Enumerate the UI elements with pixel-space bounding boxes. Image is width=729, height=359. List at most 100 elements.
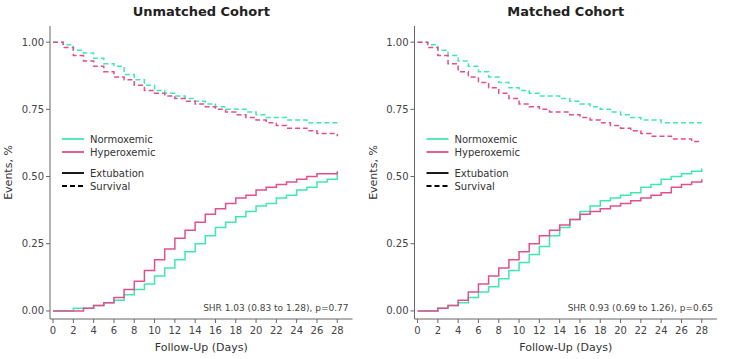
panel: Unmatched Cohort024681012141618202224262…	[2, 4, 353, 354]
y-tick	[46, 243, 50, 244]
x-tick-label: 10	[148, 325, 161, 336]
y-tick	[46, 176, 50, 177]
legend-label: Normoxemic	[455, 134, 518, 145]
y-tick	[411, 243, 415, 244]
legend-swatch	[427, 151, 449, 153]
step-line	[418, 168, 702, 310]
title: Unmatched Cohort	[133, 4, 270, 19]
y-tick-label: 0.50	[22, 171, 44, 182]
y-tick-label: 0.50	[386, 171, 408, 182]
y-axis-line	[50, 26, 51, 319]
x-tick-label: 26	[311, 325, 324, 336]
step-line	[53, 42, 337, 136]
x-tick	[134, 319, 135, 323]
x-tick	[701, 319, 702, 323]
x-tick	[620, 319, 621, 323]
x-tick	[296, 319, 297, 323]
legend-label: Survival	[455, 181, 495, 192]
x-axis-label: Follow-Up (Days)	[519, 341, 612, 354]
y-tick	[411, 176, 415, 177]
x-tick	[559, 319, 560, 323]
y-axis-label: Events, %	[367, 145, 380, 200]
x-tick-label: 16	[209, 325, 222, 336]
x-tick	[498, 319, 499, 323]
x-tick	[154, 319, 155, 323]
x-tick	[53, 319, 54, 323]
x-tick	[600, 319, 601, 323]
x-tick-label: 14	[553, 325, 566, 336]
x-tick-label: 8	[131, 325, 137, 336]
x-tick	[417, 319, 418, 323]
x-tick-label: 28	[331, 325, 344, 336]
x-tick-label: 8	[496, 325, 502, 336]
x-tick	[256, 319, 257, 323]
step-line	[418, 179, 702, 311]
legend: NormoxemicHyperoxemicExtubationSurvival	[62, 134, 155, 192]
annotation: SHR 0.93 (0.69 to 1.26), p=0.65	[568, 303, 713, 313]
chart-root: Unmatched Cohort024681012141618202224262…	[0, 0, 729, 359]
legend-swatch	[427, 185, 449, 187]
legend-label: Survival	[90, 181, 130, 192]
x-tick	[93, 319, 94, 323]
plot-area	[53, 42, 337, 311]
x-tick	[235, 319, 236, 323]
y-tick-label: 0.25	[22, 238, 44, 249]
legend-label: Extubation	[90, 168, 144, 179]
x-tick-label: 2	[70, 325, 76, 336]
x-tick	[579, 319, 580, 323]
x-tick-label: 4	[90, 325, 96, 336]
x-tick-label: 0	[414, 325, 420, 336]
y-tick	[46, 42, 50, 43]
legend-swatch	[62, 185, 84, 187]
x-tick	[640, 319, 641, 323]
y-tick-label: 1.00	[386, 37, 408, 48]
x-tick-label: 18	[229, 325, 242, 336]
x-tick	[539, 319, 540, 323]
x-tick-label: 24	[290, 325, 303, 336]
x-tick-label: 14	[189, 325, 202, 336]
x-tick	[519, 319, 520, 323]
x-tick	[337, 319, 338, 323]
step-line	[53, 42, 337, 123]
x-tick-label: 16	[574, 325, 587, 336]
x-tick-label: 12	[168, 325, 181, 336]
background	[0, 0, 729, 359]
step-line	[418, 42, 702, 141]
legend-swatch	[62, 172, 84, 174]
x-tick	[276, 319, 277, 323]
x-tick	[195, 319, 196, 323]
step-line	[53, 171, 337, 311]
x-tick-label: 24	[655, 325, 668, 336]
legend: NormoxemicHyperoxemicExtubationSurvival	[427, 134, 520, 192]
step-line	[418, 42, 702, 123]
x-tick-label: 2	[435, 325, 441, 336]
y-tick	[46, 310, 50, 311]
x-axis-line	[50, 319, 353, 320]
annotation: SHR 1.03 (0.83 to 1.28), p=0.77	[203, 303, 348, 313]
legend-swatch	[427, 172, 449, 174]
x-axis-label: Follow-Up (Days)	[155, 341, 248, 354]
step-line	[53, 174, 337, 311]
x-tick-label: 6	[475, 325, 481, 336]
x-tick-label: 12	[533, 325, 546, 336]
x-tick-label: 26	[675, 325, 688, 336]
legend-swatch	[62, 151, 84, 153]
x-axis-line	[415, 319, 718, 320]
legend-label: Normoxemic	[90, 134, 153, 145]
plot-area	[418, 42, 702, 311]
y-axis-line	[414, 26, 415, 319]
x-tick-label: 4	[455, 325, 461, 336]
x-tick	[215, 319, 216, 323]
x-tick-label: 22	[635, 325, 648, 336]
x-tick-label: 6	[111, 325, 117, 336]
x-tick	[661, 319, 662, 323]
panel: Matched Cohort02468101214161820222426280…	[367, 4, 718, 354]
y-tick-label: 0.75	[22, 104, 44, 115]
x-tick	[316, 319, 317, 323]
y-tick	[411, 310, 415, 311]
legend-label: Hyperoxemic	[455, 147, 520, 158]
x-tick-label: 28	[695, 325, 708, 336]
y-tick-label: 0.00	[386, 305, 408, 316]
x-tick-label: 20	[250, 325, 263, 336]
title: Matched Cohort	[507, 4, 624, 19]
